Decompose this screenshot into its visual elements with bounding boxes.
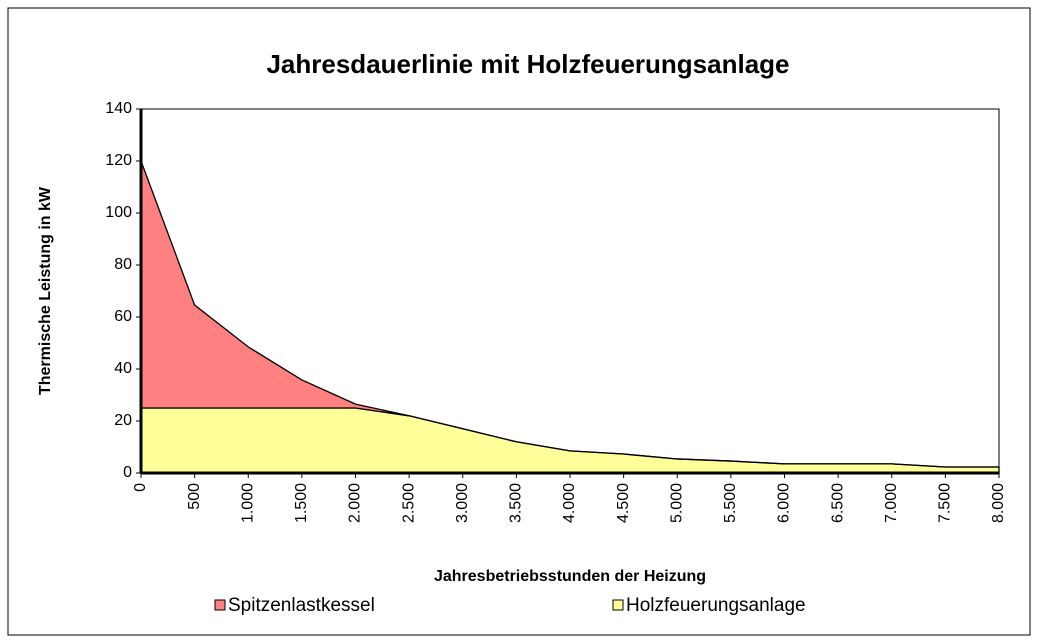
x-tick-label: 6.000 <box>776 483 793 523</box>
x-tick-label: 1.000 <box>239 483 256 523</box>
area <box>140 160 999 468</box>
legend-label: Holzfeuerungsanlage <box>626 595 806 616</box>
y-tick-label: 0 <box>123 464 132 481</box>
y-axis-title: Thermische Leistung in kW <box>37 186 54 395</box>
y-tick-label: 100 <box>105 204 132 221</box>
y-tick-label: 60 <box>114 308 132 325</box>
x-tick-label: 3.500 <box>508 483 525 523</box>
legend-swatch <box>612 599 624 611</box>
y-tick-label: 140 <box>105 100 132 117</box>
x-tick-label: 3.000 <box>454 483 471 523</box>
y-tick-label: 40 <box>114 360 132 377</box>
y-tick-label: 80 <box>114 256 132 273</box>
x-tick-label: 8.000 <box>990 483 1007 523</box>
x-tick-label: 4.500 <box>615 483 632 523</box>
x-axis-title: Jahresbetriebsstunden der Heizung <box>434 568 706 585</box>
chart-title: Jahresdauerlinie mit Holzfeuerungsanlage <box>266 49 789 79</box>
y-tick-label: 20 <box>114 412 132 429</box>
x-tick-label: 0 <box>132 483 149 492</box>
x-tick-label: 500 <box>186 483 203 510</box>
legend-swatch <box>214 599 226 611</box>
x-tick-label: 5.500 <box>722 483 739 523</box>
x-tick-label: 6.500 <box>829 483 846 523</box>
x-tick-label: 2.500 <box>400 483 417 523</box>
y-tick-label: 120 <box>105 152 132 169</box>
x-tick-label: 1.500 <box>293 483 310 523</box>
x-tick-label: 5.000 <box>668 483 685 523</box>
x-tick-label: 4.000 <box>561 483 578 523</box>
x-tick-label: 7.000 <box>883 483 900 523</box>
x-tick-label: 7.500 <box>937 483 954 523</box>
x-tick-label: 2.000 <box>347 483 364 523</box>
legend-label: Spitzenlastkessel <box>228 595 375 616</box>
